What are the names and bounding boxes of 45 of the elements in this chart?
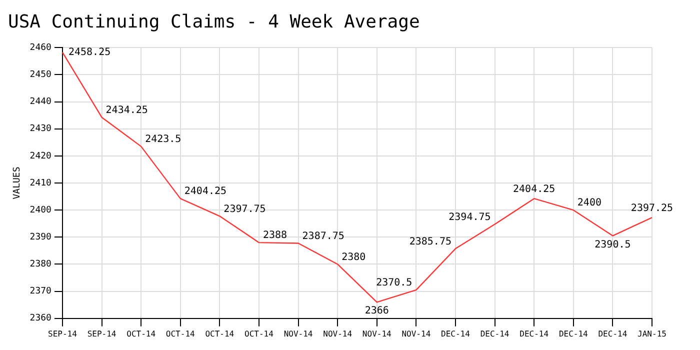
x-tick-label: OCT-14 — [205, 329, 234, 338]
data-label: 2397.75 — [224, 204, 266, 215]
x-tick-label: OCT-14 — [126, 329, 156, 338]
y-tick-label: 2440 — [30, 97, 52, 108]
y-axis-title: VALUES — [12, 166, 23, 200]
x-tick-label: NOV-14 — [402, 329, 431, 338]
y-tick-label: 2450 — [30, 70, 52, 80]
data-label: 2366 — [364, 306, 389, 317]
x-tick-label: DEC-14 — [558, 329, 588, 338]
x-tick-label: NOV-14 — [362, 329, 392, 338]
x-tick-label: DEC-14 — [480, 329, 510, 338]
data-label: 2434.25 — [106, 104, 148, 116]
y-tick-label: 2430 — [30, 124, 52, 134]
data-label: 2380 — [342, 252, 366, 263]
y-tick-label: 2460 — [30, 42, 52, 53]
data-label: 2423.5 — [145, 134, 182, 146]
x-tick-label: OCT-14 — [244, 329, 274, 338]
y-tick-label: 2370 — [30, 286, 52, 297]
x-tick-label: NOV-14 — [284, 329, 313, 338]
x-tick-label: NOV-14 — [323, 329, 352, 338]
data-label: 2388 — [262, 230, 288, 242]
x-tick-label: SEP-14 — [87, 329, 116, 338]
y-tick-label: 2400 — [30, 205, 52, 216]
y-tick-label: 2410 — [30, 178, 52, 188]
data-label: 2404.25 — [513, 184, 556, 196]
data-label: 2370.5 — [376, 278, 412, 289]
x-tick-label: DEC-14 — [520, 329, 549, 338]
x-tick-label: DEC-14 — [441, 329, 470, 338]
x-tick-label: JAN-15 — [638, 329, 667, 338]
data-label: 2400 — [577, 198, 602, 209]
data-label: 2397.25 — [630, 203, 674, 214]
x-tick-label: SEP-14 — [48, 329, 78, 338]
data-label: 2390.5 — [594, 239, 631, 250]
y-tick-label: 2380 — [30, 260, 52, 270]
data-label: 2385.75 — [409, 236, 452, 248]
x-tick-label: OCT-14 — [166, 329, 196, 338]
chart-title: USA Continuing Claims - 4 Week Average — [8, 11, 420, 32]
data-label: 2404.25 — [184, 186, 227, 198]
y-tick-label: 2360 — [30, 314, 52, 324]
x-tick-label: DEC-14 — [598, 329, 628, 338]
y-tick-label: 2390 — [30, 232, 52, 243]
data-label: 2394.75 — [448, 212, 491, 223]
data-label: 2387.75 — [302, 230, 344, 242]
data-label: 2458.25 — [68, 46, 111, 58]
y-tick-label: 2420 — [30, 151, 52, 162]
